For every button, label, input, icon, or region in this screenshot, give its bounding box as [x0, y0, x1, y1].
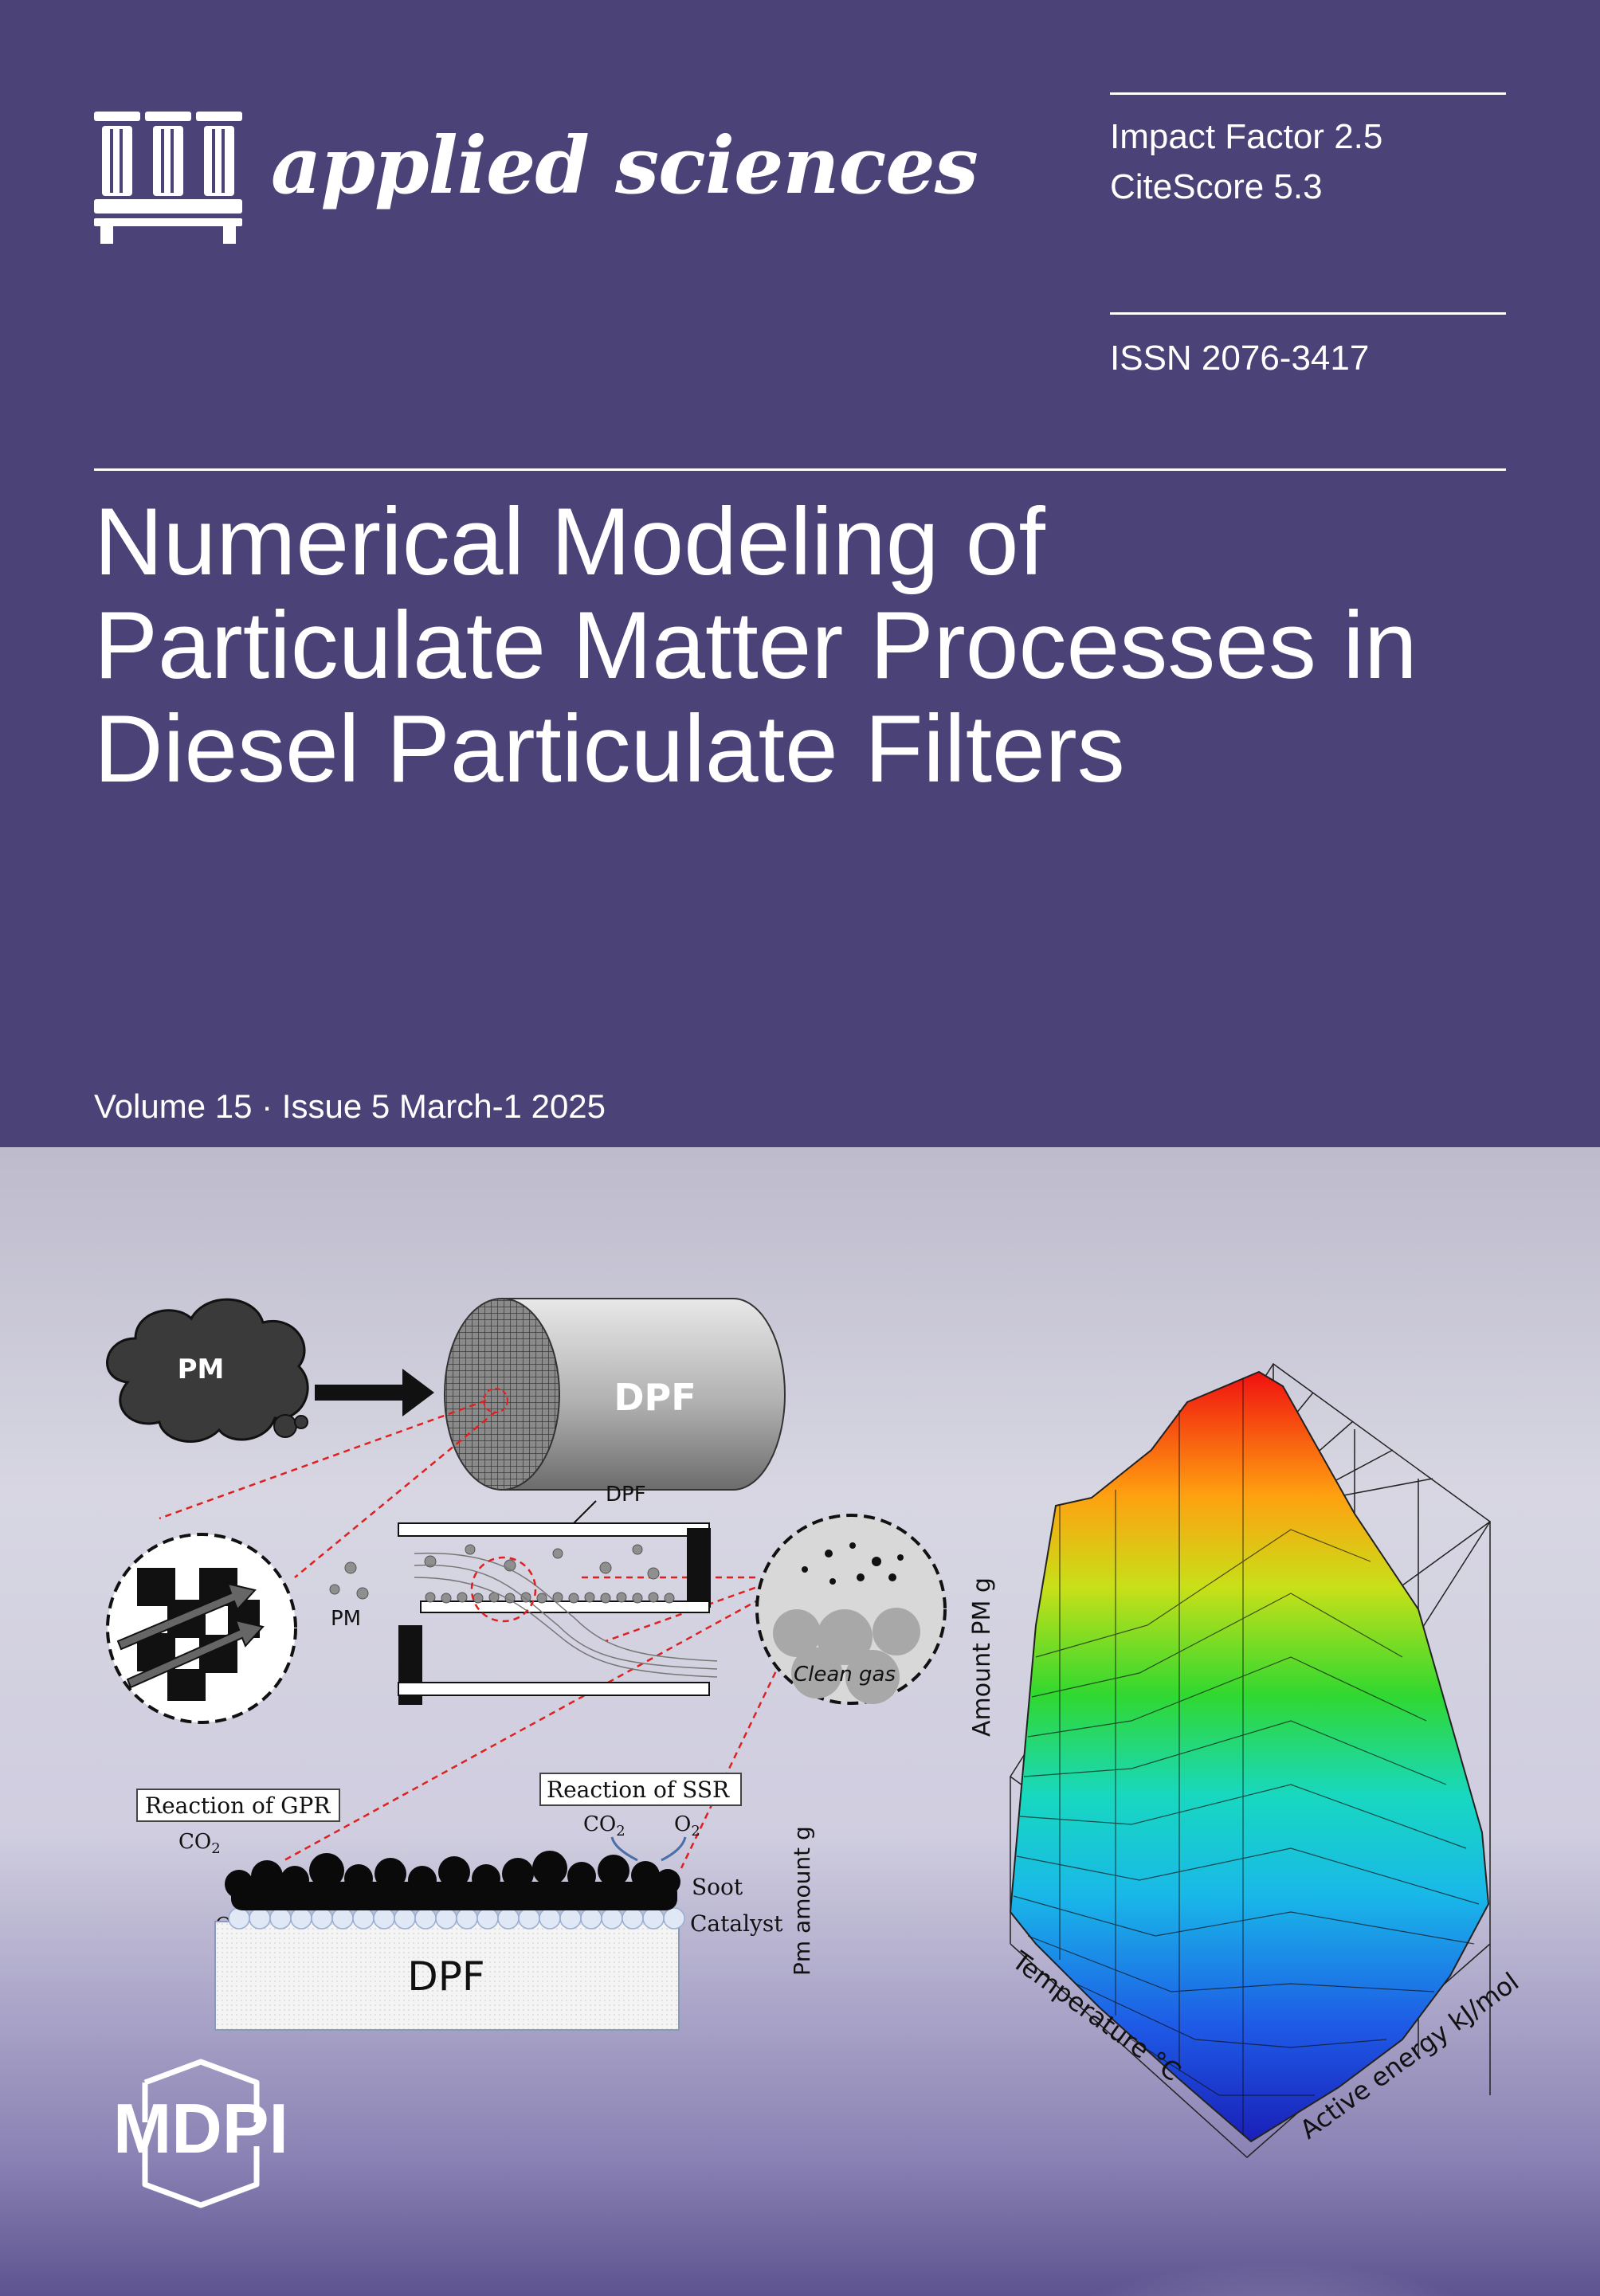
catalyst-label: Catalyst — [690, 1910, 783, 1937]
cover-figure: PM DPF — [106, 1298, 1524, 2159]
title-line-2: Particulate Matter Processes in — [94, 592, 1418, 699]
surface-plot — [1009, 1362, 1492, 2159]
pm-cloud-label: PM — [178, 1354, 225, 1385]
clean-gas-zoom — [755, 1514, 947, 1705]
header-rule-top — [1110, 92, 1506, 95]
reaction-gpr-label: Reaction of GPR — [145, 1793, 331, 1819]
journal-name: applied sciences — [271, 120, 978, 212]
article-title: Numerical Modeling of Particulate Matter… — [94, 490, 1544, 801]
citescore: CiteScore 5.3 — [1110, 167, 1323, 206]
ssr-co2-label: CO2 — [583, 1812, 625, 1840]
impact-factor: Impact Factor 2.5 — [1110, 117, 1383, 156]
dpf-channel-label: DPF — [606, 1483, 646, 1507]
reaction-gpr-box — [136, 1789, 340, 1822]
title-line-3: Diesel Particulate Filters — [94, 695, 1125, 802]
dpf-cylinder-label: DPF — [614, 1376, 696, 1419]
dpf-substrate — [214, 1921, 680, 2031]
reaction-ssr-label: Reaction of SSR — [547, 1777, 730, 1803]
gpr-co2-text: CO — [178, 1830, 211, 1854]
ssr-o2-text: O — [674, 1812, 691, 1836]
soot-label: Soot — [692, 1874, 743, 1900]
wall-flow-channel — [329, 1500, 718, 1705]
soot-layer — [225, 1851, 680, 1910]
gpr-co2-subscript: 2 — [211, 1840, 220, 1857]
flow-arrow-icon — [315, 1369, 434, 1416]
mdpi-logo-text: MDPI — [113, 2089, 288, 2168]
ssr-o2-subscript: 2 — [691, 1823, 700, 1840]
header-rule-middle — [1110, 312, 1506, 315]
pm-particles-label: PM — [331, 1607, 361, 1631]
pm-amount-axis-label: Pm amount g — [789, 1826, 815, 1976]
dpf-cylinder — [444, 1298, 786, 1491]
issn: ISSN 2076-3417 — [1110, 339, 1370, 378]
clean-gas-label: Clean gas — [794, 1663, 896, 1687]
mdpi-logo: MDPI — [113, 2059, 288, 2208]
channel-section-zoom — [106, 1533, 297, 1724]
gpr-co2-label: CO2 — [178, 1830, 221, 1857]
ssr-co2-text: CO — [583, 1812, 616, 1836]
issue-line: Volume 15 · Issue 5 March-1 2025 — [94, 1087, 606, 1125]
title-line-1: Numerical Modeling of — [94, 488, 1045, 595]
ssr-co2-subscript: 2 — [616, 1823, 625, 1840]
cover-header-panel — [0, 0, 1600, 1147]
ssr-o2-label: O2 — [674, 1812, 700, 1840]
dpf-substrate-label: DPF — [407, 1953, 484, 2000]
reaction-ssr-box — [539, 1773, 742, 1806]
title-rule — [94, 468, 1506, 471]
test-tubes-logo-icon — [94, 112, 242, 244]
pm-cloud — [106, 1298, 309, 1443]
surface-z-label: Amount PM g — [968, 1577, 996, 1737]
